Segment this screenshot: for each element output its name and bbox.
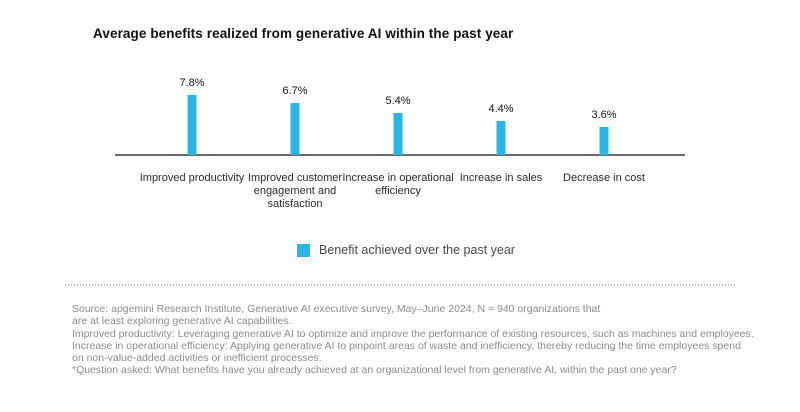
bar-value-label: 5.4% [385, 95, 411, 107]
source-notes: Source: apgemini Research Institute, Gen… [72, 303, 762, 377]
source-note-line: Improved productivity: Leveraging genera… [72, 327, 754, 340]
x-axis-line [115, 154, 685, 156]
category-label: Increase in operational efficiency [342, 172, 454, 197]
dotted-divider [65, 284, 737, 286]
bar [290, 103, 300, 155]
bar [187, 95, 197, 155]
category-label: Increase in sales [459, 172, 543, 184]
source-note-line: are at least exploring generative AI cap… [72, 315, 292, 328]
bar [496, 121, 506, 155]
bar-value-label: 4.4% [488, 103, 514, 115]
source-note-line: Increase in operational efficiency: Appl… [72, 339, 741, 352]
category-labels-row: Improved productivity Improved customer e… [115, 172, 685, 212]
bar [393, 113, 403, 155]
legend-swatch-icon [297, 243, 310, 257]
source-note-line: *Question asked: What benefits have you … [72, 364, 677, 377]
bar-chart-plot-area: 7.8% 6.7% 5.4% 4.4% 3.6% [115, 68, 685, 156]
bar-value-label: 3.6% [591, 109, 617, 121]
category-label: Improved productivity [139, 172, 245, 184]
bar [599, 127, 609, 155]
legend-label: Benefit achieved over the past year [319, 243, 515, 257]
bar-value-label: 6.7% [282, 85, 308, 97]
bar-value-label: 7.8% [179, 77, 205, 89]
category-label: Improved customer engagement and satisfa… [247, 172, 343, 210]
source-note-line: on non-value-added activities or ineffic… [72, 352, 322, 365]
source-note-line: Source: apgemini Research Institute, Gen… [72, 303, 601, 315]
category-label: Decrease in cost [563, 172, 645, 184]
chart-legend: Benefit achieved over the past year [297, 243, 515, 257]
chart-title: Average benefits realized from generativ… [93, 26, 514, 41]
